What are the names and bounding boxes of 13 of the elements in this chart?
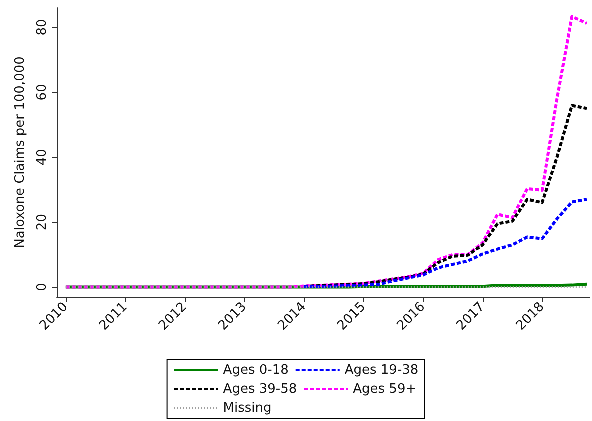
legend-label: Missing <box>223 401 272 416</box>
legend-label: Ages 0-18 <box>223 363 289 378</box>
line-series <box>64 15 589 289</box>
legend-label: Ages 19-38 <box>344 363 419 378</box>
y-tick-label: 80 <box>35 19 50 36</box>
y-tick-label: 60 <box>35 84 50 101</box>
legend-label: Ages 59+ <box>353 382 417 397</box>
y-axis-title: Naloxone Claims per 100,000 <box>13 56 28 248</box>
y-tick-label: 20 <box>35 214 50 231</box>
line-series <box>302 198 589 288</box>
legend-label: Ages 39-58 <box>223 382 298 397</box>
y-tick-label: 40 <box>35 149 50 166</box>
y-tick-label: 0 <box>35 283 50 292</box>
